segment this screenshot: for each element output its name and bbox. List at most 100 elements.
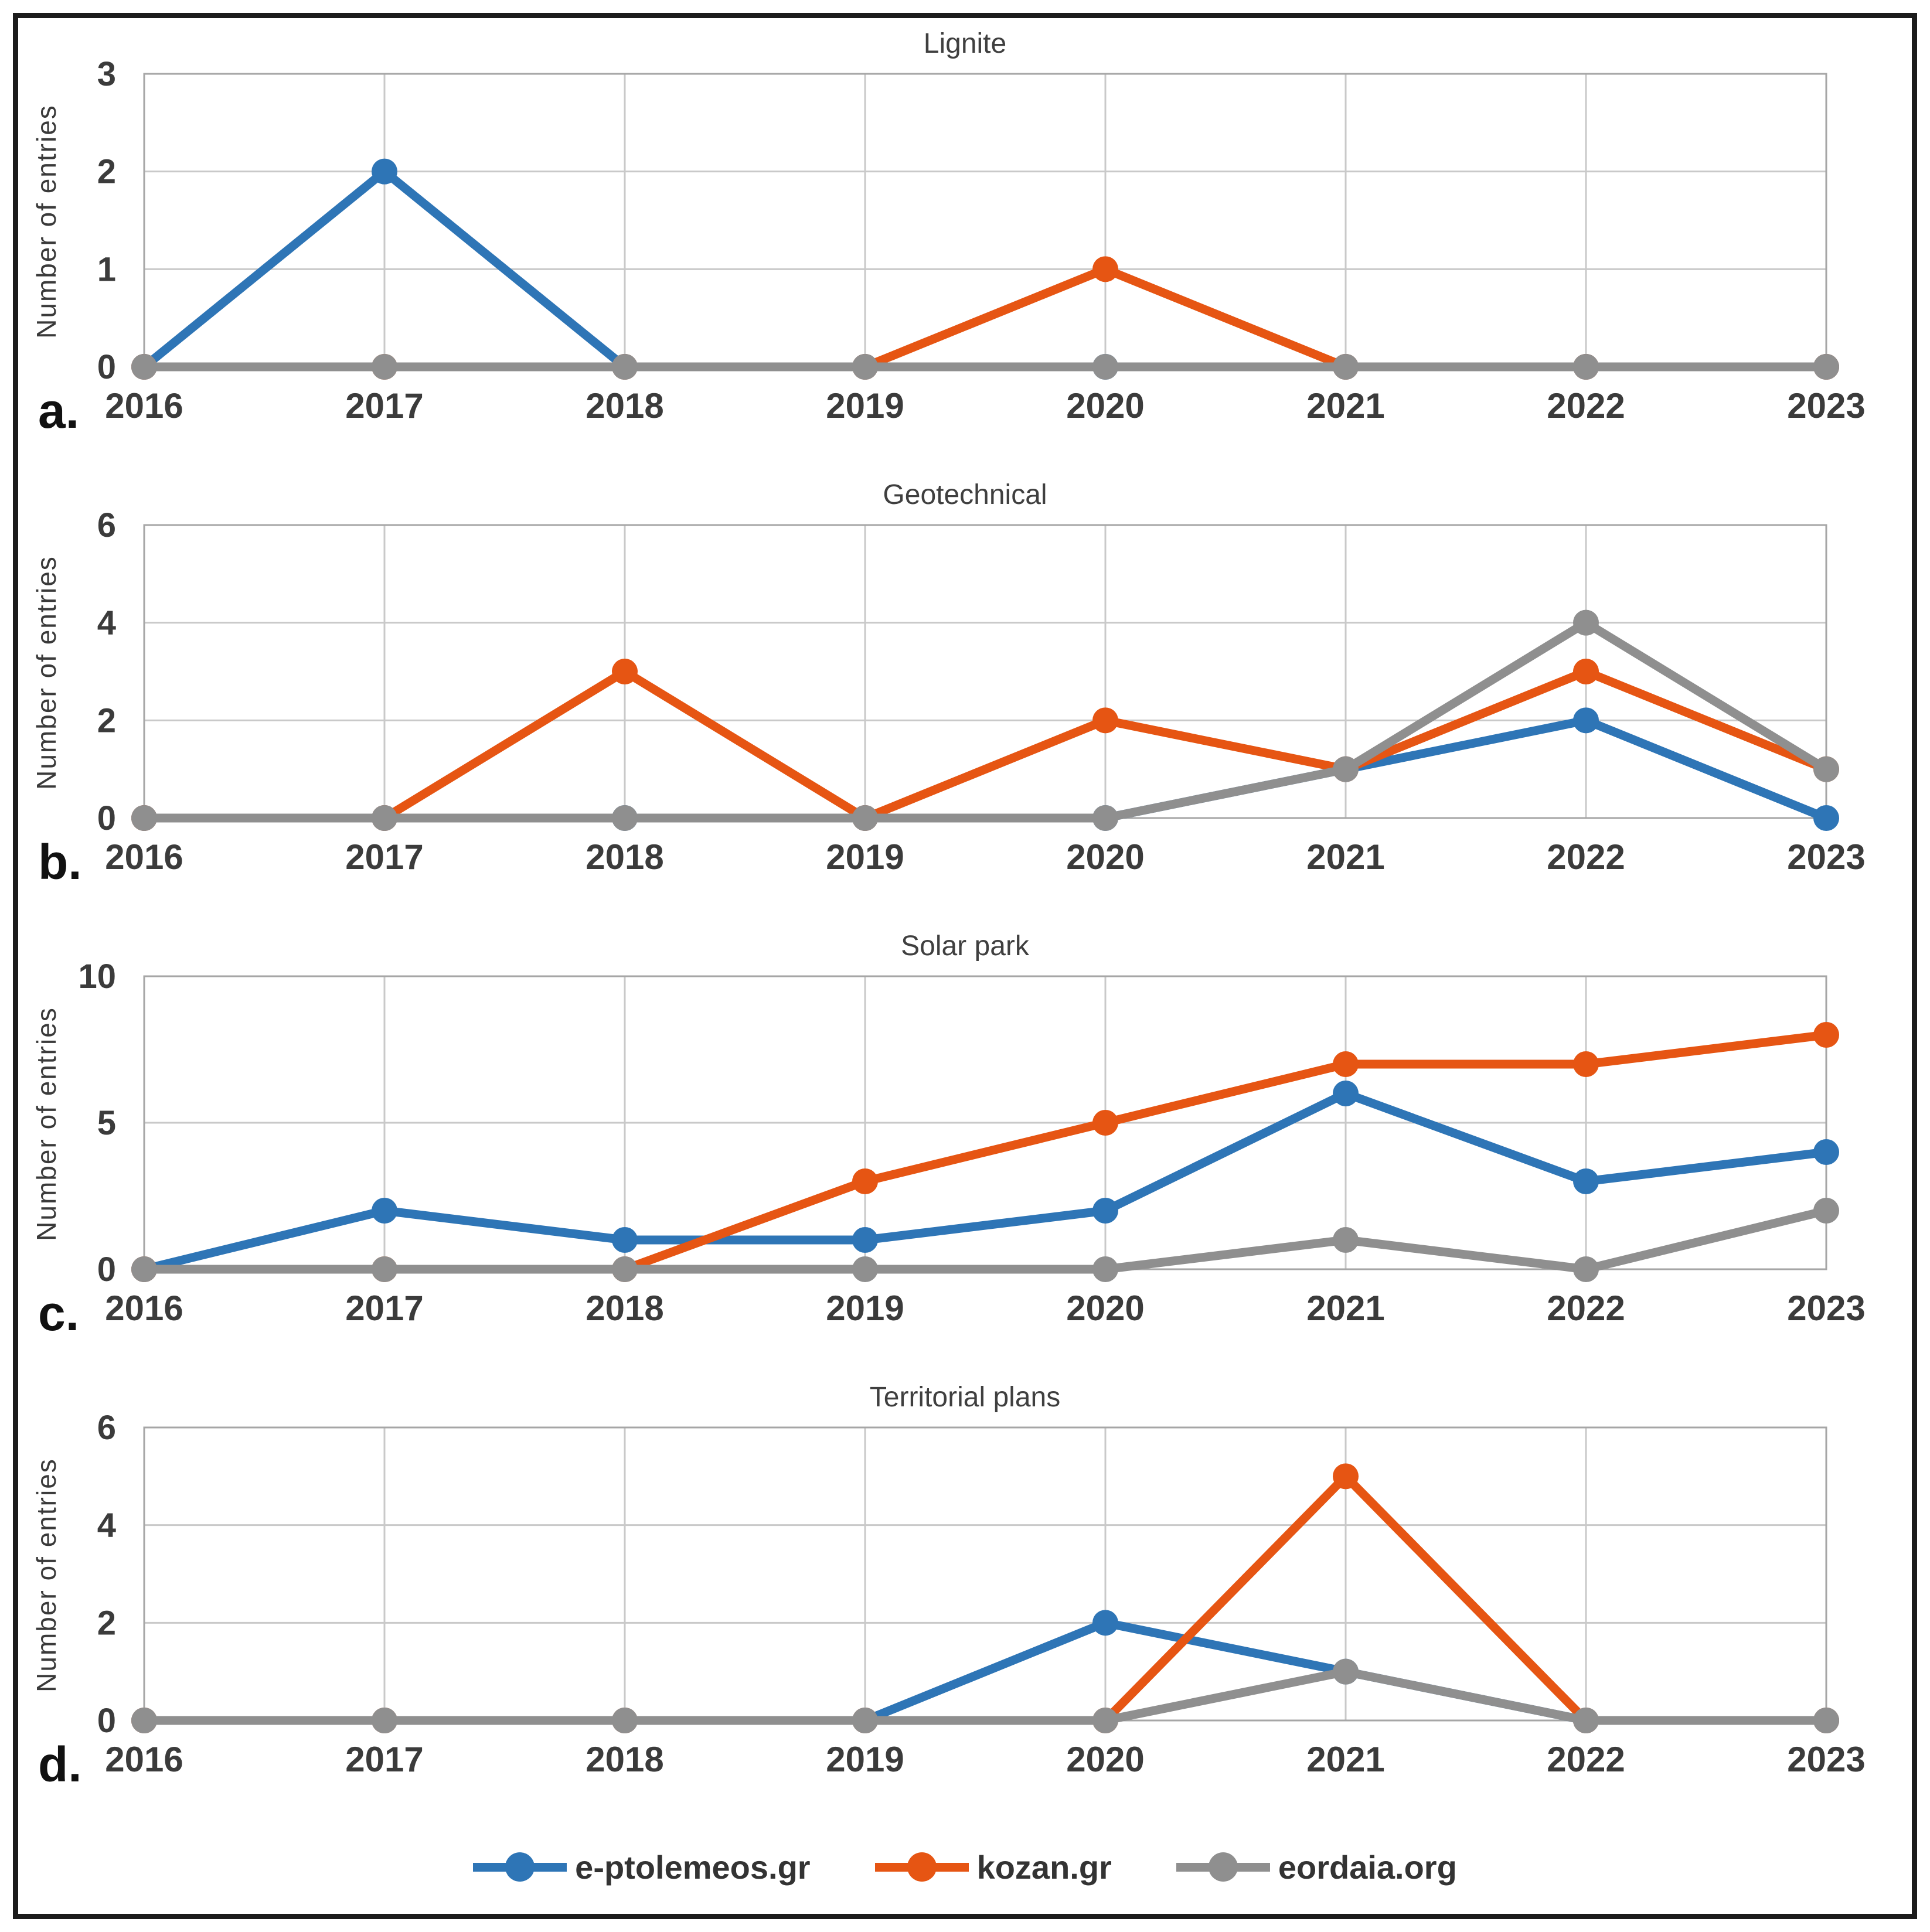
x-tick-label: 2022 [1547,837,1625,877]
data-point-eordaia.org [372,1256,397,1282]
data-point-eordaia.org [1813,1708,1839,1733]
chart-legend: e-ptolemeos.gr kozan.gr eordaia.org [18,1823,1912,1911]
data-point-eordaia.org [1333,756,1359,782]
data-point-eordaia.org [1333,1227,1359,1253]
line-chart-geotechnical: 0 2 4 6 2016 2017 2018 2019 2020 2021 2022 2023 [97,506,1866,877]
data-point-eordaia.org [131,354,157,380]
data-point-e-ptolemeos.gr [1092,1610,1118,1636]
panel-letter-c: c. [38,1286,80,1341]
plot-border [143,73,1827,368]
y-tick-label: 1 [97,250,116,288]
data-point-eordaia.org [131,1256,157,1282]
data-point-eordaia.org [131,805,157,831]
x-tick-label: 2021 [1306,386,1384,425]
data-point-eordaia.org [1813,354,1839,380]
data-point-e-ptolemeos.gr [372,158,397,185]
data-point-e-ptolemeos.gr [1573,707,1599,734]
data-point-eordaia.org [1813,1198,1839,1224]
x-tick-label: 2018 [586,837,663,877]
series-line-e-ptolemeos.gr [139,1089,1831,1274]
y-tick-label: 6 [97,506,116,544]
x-tick-label: 2016 [105,386,183,425]
series-line-kozan.gr [139,264,1831,372]
series-line-eordaia.org [139,1667,1831,1725]
y-tick-label: 5 [97,1104,116,1142]
y-tick-label: 0 [97,1702,116,1740]
x-tick-label: 2016 [105,1289,183,1328]
data-point-e-ptolemeos.gr [1092,1198,1118,1224]
line-chart-solar-park: 0 5 10 2016 2017 2018 2019 2020 2021 2022 2023 [78,958,1865,1328]
line-chart-lignite: 0 1 2 3 2016 2017 2018 2019 2020 2021 2022 2023 [97,55,1866,425]
x-tick-label: 2021 [1306,1289,1384,1328]
data-point-eordaia.org [612,1256,638,1282]
data-point-eordaia.org [1573,609,1599,636]
chart-title-lignite: Lignite [923,28,1007,59]
x-tick-label: 2019 [826,386,904,425]
data-point-e-ptolemeos.gr [372,1198,397,1224]
x-tick-label: 2017 [345,1289,423,1328]
y-tick-label: 0 [97,348,116,386]
y-tick-label: 4 [97,1507,116,1545]
data-point-eordaia.org [1092,805,1118,831]
x-tick-label: 2016 [105,1740,183,1779]
data-point-kozan.gr [1573,659,1599,684]
y-tick-label: 4 [97,604,116,642]
data-point-kozan.gr [612,659,638,684]
data-point-eordaia.org [372,354,397,380]
data-point-kozan.gr [1813,1022,1839,1048]
data-point-kozan.gr [1092,1110,1118,1136]
x-tick-label: 2017 [345,837,423,877]
data-point-eordaia.org [612,354,638,380]
x-tick-label: 2022 [1547,386,1625,425]
figure-frame: Lignite Number of entries 0 1 2 3 2016 2017 20… [13,13,1917,1919]
data-point-kozan.gr [1573,1051,1599,1077]
data-point-e-ptolemeos.gr [1813,1139,1839,1165]
y-tick-label: 2 [97,1604,116,1642]
data-point-e-ptolemeos.gr [1333,1081,1359,1106]
legend-item-eordaia: eordaia.org [1176,1848,1457,1886]
data-point-kozan.gr [1092,256,1118,282]
chart-title-territorial-plans: Territorial plans [869,1382,1061,1413]
legend-item-e-ptolemeos: e-ptolemeos.gr [473,1848,811,1886]
data-point-eordaia.org [372,1708,397,1733]
panel-letter-b: b. [38,834,82,890]
data-point-kozan.gr [1092,707,1118,734]
legend-line-dot-icon [1176,1852,1270,1882]
data-point-eordaia.org [1092,1708,1118,1733]
x-tick-label: 2017 [345,386,423,425]
series-line-kozan.gr [139,667,1831,823]
x-tick-label: 2023 [1787,386,1865,425]
legend-label: eordaia.org [1278,1848,1457,1886]
data-point-eordaia.org [852,1256,878,1282]
x-tick-label: 2018 [586,1289,663,1328]
x-tick-label: 2023 [1787,837,1865,877]
x-tick-label: 2018 [586,386,663,425]
x-tick-label: 2023 [1787,1289,1865,1328]
chart-title-solar-park: Solar park [901,931,1029,962]
x-tick-label: 2019 [826,837,904,877]
x-tick-label: 2019 [826,1740,904,1779]
y-tick-label: 6 [97,1409,116,1447]
x-tick-label: 2020 [1066,386,1144,425]
legend-line-dot-icon [874,1852,969,1882]
data-point-eordaia.org [1813,756,1839,782]
x-tick-label: 2022 [1547,1740,1625,1779]
data-point-e-ptolemeos.gr [852,1227,878,1253]
data-point-eordaia.org [1573,1256,1599,1282]
chart-title-geotechnical: Geotechnical [883,479,1047,510]
data-point-eordaia.org [612,805,638,831]
series-line-kozan.gr [139,1030,1831,1274]
series-line-kozan.gr [139,1471,1831,1725]
data-point-eordaia.org [612,1708,638,1733]
x-tick-label: 2020 [1066,837,1144,877]
x-tick-label: 2016 [105,837,183,877]
data-point-eordaia.org [852,805,878,831]
data-point-kozan.gr [1333,1051,1359,1077]
data-point-kozan.gr [1333,1463,1359,1490]
data-point-eordaia.org [852,354,878,380]
panel-letter-d: d. [38,1737,82,1792]
x-tick-label: 2017 [345,1740,423,1779]
x-tick-label: 2019 [826,1289,904,1328]
line-chart-territorial-plans: 0 2 4 6 2016 2017 2018 2019 2020 2021 2022 2023 [97,1409,1866,1779]
data-point-eordaia.org [852,1708,878,1733]
